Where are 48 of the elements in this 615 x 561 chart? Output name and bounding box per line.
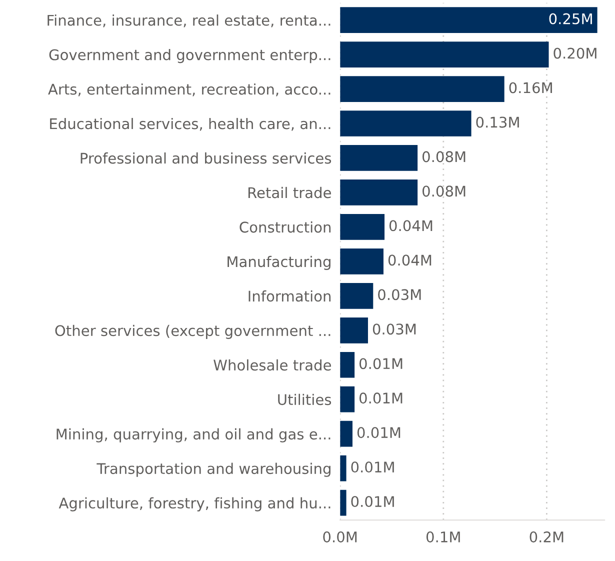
x-tick-label: 0.1M — [426, 531, 460, 542]
data-label: 0.20M — [554, 48, 596, 59]
y-tick-label: Retail trade — [248, 186, 331, 198]
y-tick-label: Manufacturing — [228, 256, 330, 270]
data-label: 0.04M — [389, 220, 432, 232]
bar — [340, 42, 549, 68]
data-label: 0.01M — [351, 462, 394, 473]
y-tick-label: Government and government enterp... — [49, 48, 330, 64]
bar — [340, 7, 598, 33]
y-tick-label: Educational services, health care, an... — [50, 118, 330, 131]
data-label: 0.01M — [351, 496, 394, 508]
data-label: 0.03M — [378, 289, 421, 300]
bar — [340, 490, 346, 516]
data-label: 0.01M — [359, 358, 402, 370]
data-label: 0.13M — [476, 116, 519, 128]
bar — [340, 248, 384, 274]
y-tick-label: Information — [248, 290, 331, 302]
y-tick-label: Transportation and warehousing — [96, 462, 330, 477]
y-tick-label: Other services (except government ... — [55, 324, 330, 339]
x-tick-label: 0.0M — [323, 531, 357, 542]
bar — [340, 180, 418, 206]
bar — [340, 214, 385, 240]
y-tick-label: Professional and business services — [80, 152, 332, 164]
bar — [340, 455, 346, 482]
y-tick-label: Construction — [240, 221, 331, 233]
data-label: 0.08M — [422, 151, 466, 162]
y-tick-label: Arts, entertainment, recreation, acco... — [48, 83, 330, 96]
bar — [340, 145, 418, 171]
x-tick-label: 0.2M — [530, 531, 564, 542]
bar — [340, 352, 355, 378]
y-tick-label: Mining, quarrying, and oil and gas e... — [56, 428, 330, 442]
data-label: 0.01M — [357, 427, 400, 438]
data-label: 0.01M — [359, 392, 402, 404]
data-label: 0.08M — [422, 186, 466, 197]
data-label: 0.25M — [549, 13, 592, 24]
data-label: 0.03M — [372, 324, 416, 335]
bar — [340, 386, 355, 412]
data-label: 0.16M — [509, 82, 552, 94]
bar — [340, 317, 368, 344]
y-tick-label: Utilities — [278, 394, 332, 406]
bar — [340, 282, 374, 309]
bar — [340, 76, 504, 102]
data-label: 0.04M — [388, 254, 432, 266]
bar — [340, 110, 472, 136]
y-tick-label: Finance, insurance, real estate, renta... — [48, 14, 330, 28]
y-tick-label: Wholesale trade — [214, 359, 331, 371]
y-tick-label: Agriculture, forestry, fishing and hu... — [58, 497, 330, 512]
bar — [340, 420, 352, 447]
